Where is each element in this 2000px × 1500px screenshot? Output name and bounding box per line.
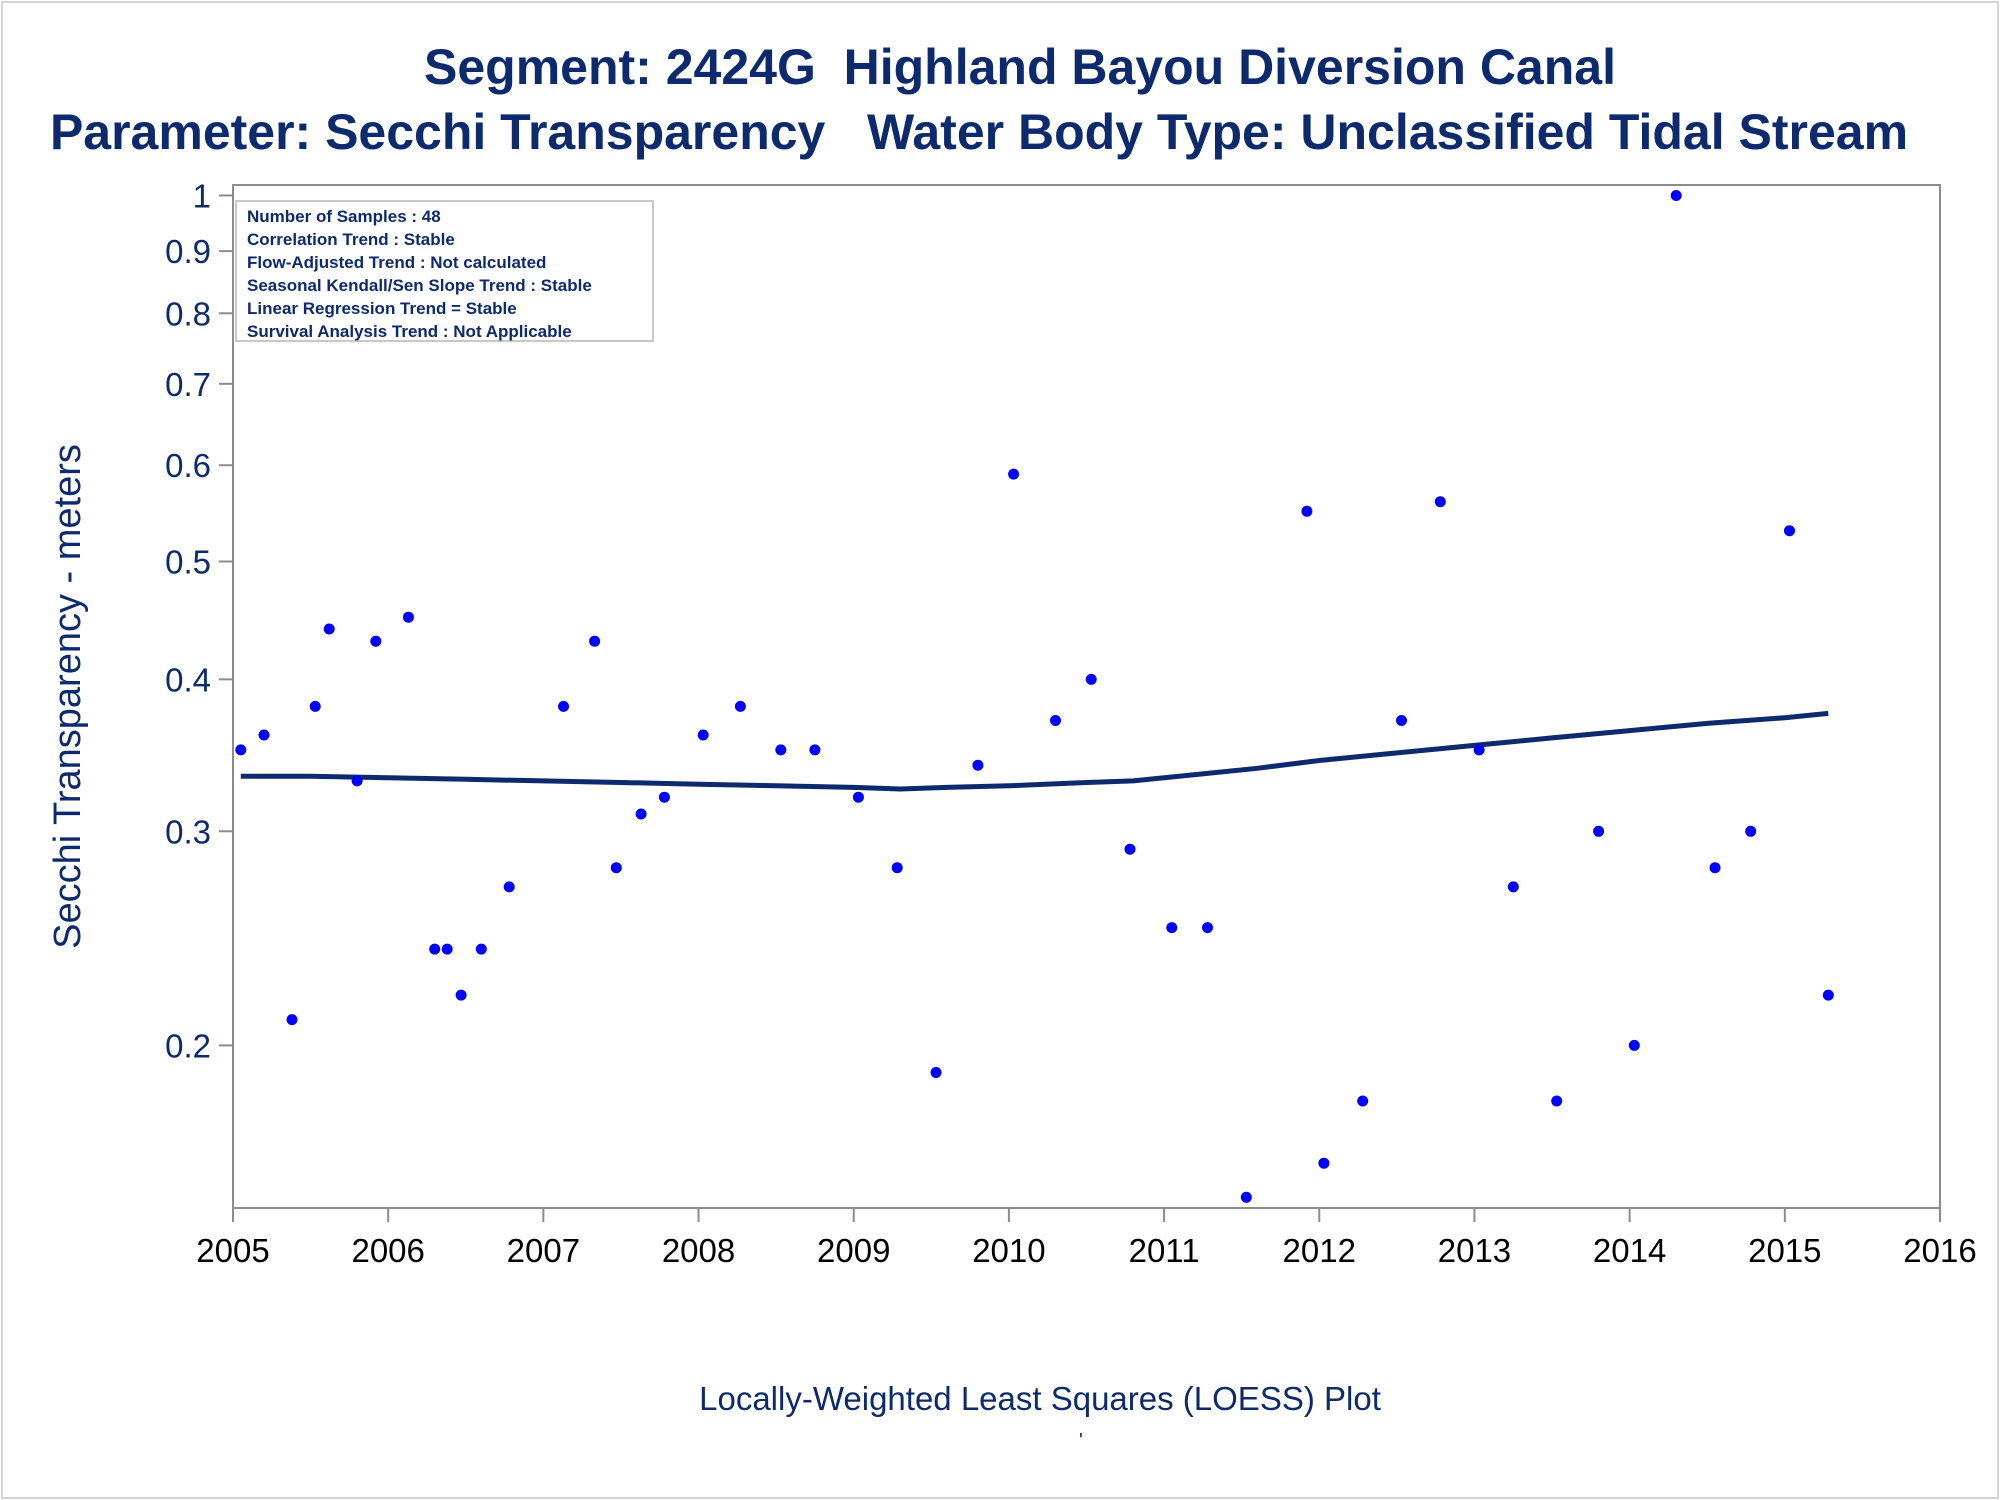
data-point xyxy=(1507,881,1519,893)
data-point xyxy=(475,943,487,955)
data-point xyxy=(258,729,270,741)
loess-curve xyxy=(240,710,1829,792)
data-point xyxy=(1709,862,1721,874)
annotation-box xyxy=(235,200,654,342)
x-tick-label: 2006 xyxy=(351,1232,424,1269)
data-point xyxy=(589,635,601,647)
data-point xyxy=(1745,825,1757,837)
x-tick-label: 2015 xyxy=(1748,1232,1821,1269)
data-point xyxy=(429,943,441,955)
data-point xyxy=(441,943,453,955)
y-axis-label: Secchi Transparency - meters xyxy=(47,444,89,949)
x-tick-label: 2008 xyxy=(662,1232,735,1269)
chart-subtitle: Parameter: Secchi Transparency Water Bod… xyxy=(49,104,1909,160)
x-tick-label: 2007 xyxy=(507,1232,580,1269)
data-point xyxy=(1166,922,1178,934)
x-tick-label: 2005 xyxy=(196,1232,269,1269)
y-tick-label: 0.9 xyxy=(165,233,211,270)
data-point xyxy=(558,700,569,712)
footnote-mark: ' xyxy=(1079,1430,1083,1452)
annotation-line: Linear Regression Trend = Stable xyxy=(247,299,517,318)
x-tick-label: 2011 xyxy=(1129,1232,1200,1269)
data-point xyxy=(1434,496,1446,508)
x-tick-label: 2012 xyxy=(1283,1232,1356,1269)
data-point xyxy=(323,623,335,635)
data-point xyxy=(351,775,363,787)
chart-title: Segment: 2424G Highland Bayou Diversion … xyxy=(424,39,1616,95)
annotation-line: Number of Samples : 48 xyxy=(247,207,441,226)
footnote: Locally-Weighted Least Squares (LOESS) P… xyxy=(699,1380,1381,1417)
y-tick-label: 0.2 xyxy=(165,1027,211,1064)
annotation-line: Correlation Trend : Stable xyxy=(247,230,455,249)
data-point xyxy=(658,791,670,803)
data-point xyxy=(1050,715,1061,726)
data-point xyxy=(1473,744,1485,756)
data-point xyxy=(1784,525,1795,537)
y-tick-label: 0.3 xyxy=(165,813,211,850)
y-tick-label: 0.6 xyxy=(165,447,211,484)
data-point xyxy=(1240,1191,1252,1203)
data-point xyxy=(503,881,515,893)
plot-area-border xyxy=(232,184,1941,1209)
data-point xyxy=(1301,505,1313,517)
y-tick-label: 0.8 xyxy=(165,295,211,332)
data-point xyxy=(809,744,821,756)
data-point xyxy=(1124,843,1136,855)
data-point xyxy=(1318,1157,1330,1169)
data-point xyxy=(852,791,864,803)
y-tick-label: 0.5 xyxy=(165,544,211,581)
data-point xyxy=(734,700,746,712)
annotation-line: Flow-Adjusted Trend : Not calculated xyxy=(247,253,546,272)
annotation-line: Survival Analysis Trend : Not Applicable xyxy=(247,322,572,341)
data-point xyxy=(1670,190,1682,201)
data-point xyxy=(1396,715,1407,726)
data-point xyxy=(1551,1095,1563,1107)
data-point xyxy=(1357,1095,1369,1107)
y-tick-label: 1 xyxy=(193,177,211,214)
data-point xyxy=(1008,468,1020,480)
x-tick-label: 2010 xyxy=(972,1232,1045,1269)
data-point xyxy=(309,700,321,712)
x-tick-label: 2013 xyxy=(1438,1232,1511,1269)
data-point xyxy=(235,744,247,756)
x-tick-label: 2014 xyxy=(1593,1232,1666,1269)
data-point xyxy=(1593,825,1605,837)
data-point xyxy=(1628,1039,1640,1051)
data-point xyxy=(891,862,903,874)
data-point xyxy=(775,744,787,756)
y-tick-label: 0.7 xyxy=(165,366,211,403)
data-point xyxy=(455,989,467,1001)
data-point xyxy=(930,1067,942,1078)
x-tick-label: 2009 xyxy=(817,1232,890,1269)
data-point xyxy=(1202,922,1213,934)
annotation-line: Seasonal Kendall/Sen Slope Trend : Stabl… xyxy=(247,276,592,295)
data-point xyxy=(370,635,382,647)
y-tick-label: 0.4 xyxy=(165,661,211,698)
data-point xyxy=(697,729,709,741)
x-tick-label: 2016 xyxy=(1903,1232,1976,1269)
data-point xyxy=(610,862,622,874)
data-point xyxy=(635,808,647,820)
data-point xyxy=(1822,989,1834,1001)
data-point xyxy=(972,759,984,771)
data-point xyxy=(402,611,414,623)
data-point xyxy=(1085,673,1097,685)
data-point xyxy=(286,1014,298,1026)
